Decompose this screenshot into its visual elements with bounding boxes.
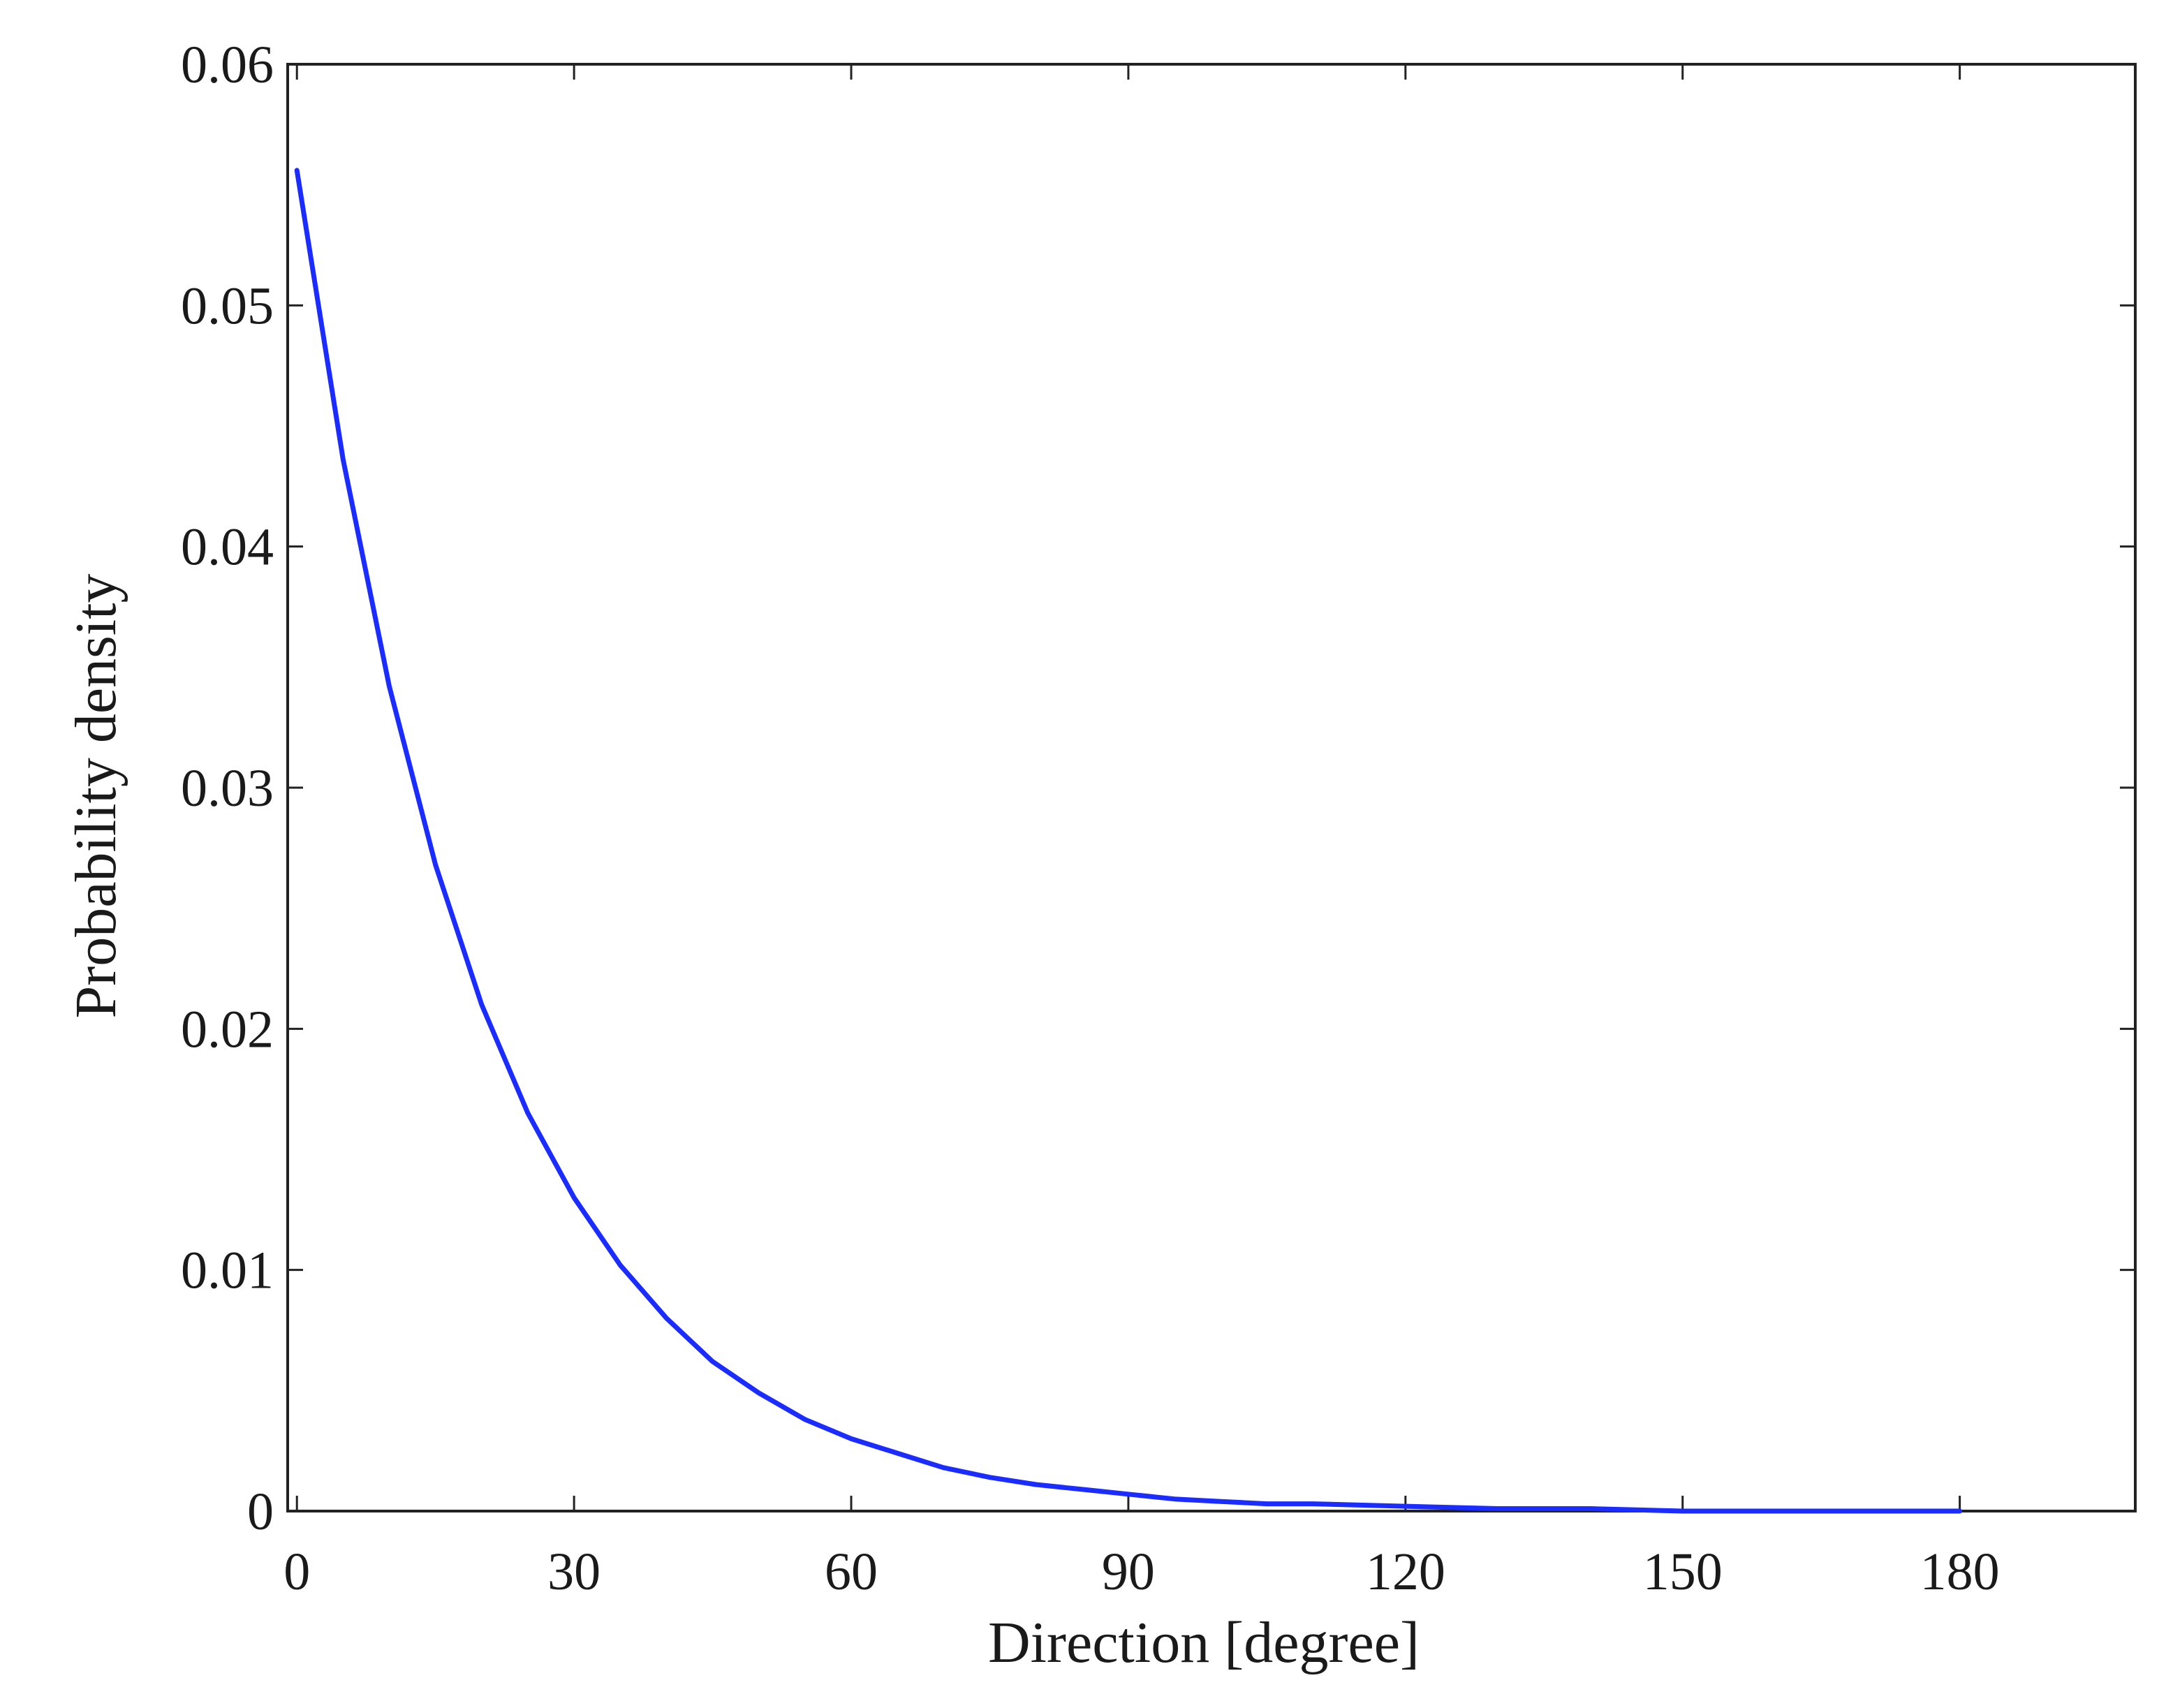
x-tick-label: 180 (1920, 1543, 2000, 1601)
x-tick-label: 60 (825, 1543, 878, 1601)
y-tick-label: 0.03 (181, 759, 274, 818)
y-tick-label: 0.06 (181, 36, 274, 94)
y-tick-label: 0.05 (181, 277, 274, 335)
labels-group: 0 30 60 90 120 150 180 0 0.01 0.02 0.03 0.04 0.05 0.0… (181, 36, 2000, 1601)
x-axis-title: Direction [degree] (988, 1610, 1420, 1675)
x-tick-label: 90 (1102, 1543, 1155, 1601)
y-tick-label: 0 (247, 1482, 274, 1541)
plot-frame-group (286, 63, 2137, 1512)
y-axis-title: Probability density (64, 574, 128, 1019)
y-tick-label: 0.01 (181, 1242, 274, 1300)
x-tick-label: 120 (1366, 1543, 1445, 1601)
y-tick-label: 0.02 (181, 1000, 274, 1059)
series-group (294, 168, 1963, 1514)
x-tick-label: 30 (547, 1543, 601, 1601)
y-tick-label: 0.04 (181, 518, 274, 577)
x-tick-label: 0 (283, 1543, 310, 1601)
density-curve (294, 168, 1963, 1514)
x-tick-label: 150 (1643, 1543, 1723, 1601)
plot-frame (286, 63, 2137, 1512)
ticks-group (288, 63, 2135, 1512)
